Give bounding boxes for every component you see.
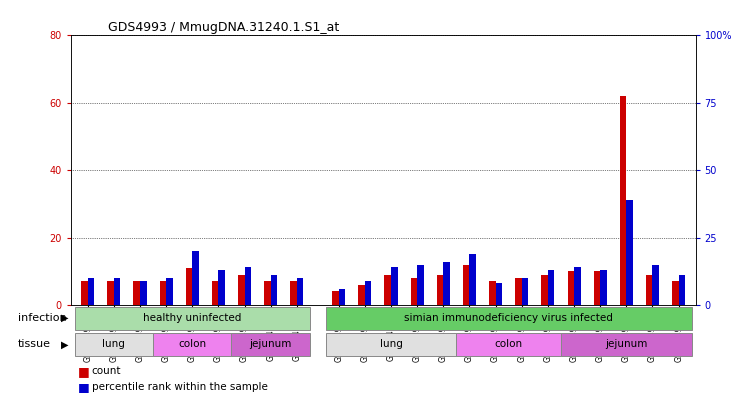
Bar: [437, 275, 443, 305]
Bar: [271, 275, 278, 305]
Text: healthy uninfected: healthy uninfected: [143, 313, 242, 323]
Bar: [219, 270, 225, 305]
Text: jejunum: jejunum: [605, 339, 647, 349]
Bar: [646, 275, 652, 305]
Bar: [326, 333, 456, 356]
Bar: [326, 307, 692, 330]
Text: lung: lung: [379, 339, 403, 349]
Bar: [245, 267, 251, 305]
Bar: [652, 264, 659, 305]
Bar: [153, 333, 231, 356]
Bar: [620, 96, 626, 305]
Text: GDS4993 / MmugDNA.31240.1.S1_at: GDS4993 / MmugDNA.31240.1.S1_at: [108, 21, 339, 34]
Bar: [192, 251, 199, 305]
Bar: [594, 271, 600, 305]
Text: ▶: ▶: [61, 313, 68, 323]
Bar: [489, 281, 496, 305]
Bar: [231, 333, 310, 356]
Text: simian immunodeficiency virus infected: simian immunodeficiency virus infected: [404, 313, 613, 323]
Bar: [515, 278, 522, 305]
Bar: [107, 281, 114, 305]
Text: ■: ■: [78, 381, 90, 393]
Bar: [561, 333, 692, 356]
Bar: [166, 278, 173, 305]
Bar: [542, 275, 548, 305]
Text: infection: infection: [18, 313, 66, 323]
Bar: [496, 283, 502, 305]
Bar: [212, 281, 219, 305]
Bar: [332, 292, 339, 305]
Bar: [297, 278, 304, 305]
Bar: [290, 281, 297, 305]
Bar: [443, 262, 450, 305]
Bar: [574, 267, 580, 305]
Bar: [74, 333, 153, 356]
Bar: [469, 254, 476, 305]
Text: tissue: tissue: [18, 339, 51, 349]
Text: colon: colon: [179, 339, 206, 349]
Text: ■: ■: [78, 365, 90, 378]
Text: ▶: ▶: [61, 339, 68, 349]
Bar: [81, 281, 88, 305]
Bar: [463, 264, 469, 305]
Text: percentile rank within the sample: percentile rank within the sample: [92, 382, 267, 392]
Bar: [140, 281, 147, 305]
Bar: [626, 200, 633, 305]
Bar: [186, 268, 192, 305]
Bar: [88, 278, 94, 305]
Bar: [133, 281, 140, 305]
Text: jejunum: jejunum: [249, 339, 292, 349]
Bar: [339, 289, 345, 305]
Bar: [522, 278, 528, 305]
Bar: [672, 281, 679, 305]
Text: colon: colon: [495, 339, 523, 349]
Bar: [159, 281, 166, 305]
Bar: [74, 307, 310, 330]
Bar: [411, 278, 417, 305]
Bar: [359, 285, 365, 305]
Bar: [385, 275, 391, 305]
Bar: [679, 275, 685, 305]
Bar: [238, 275, 245, 305]
Bar: [456, 333, 561, 356]
Bar: [548, 270, 554, 305]
Text: count: count: [92, 366, 121, 376]
Bar: [114, 278, 121, 305]
Bar: [264, 281, 271, 305]
Bar: [365, 281, 371, 305]
Bar: [568, 271, 574, 305]
Bar: [600, 270, 607, 305]
Text: lung: lung: [103, 339, 125, 349]
Bar: [417, 264, 423, 305]
Bar: [391, 267, 397, 305]
